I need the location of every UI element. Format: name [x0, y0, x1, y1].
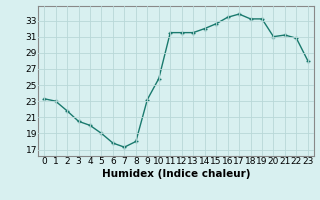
X-axis label: Humidex (Indice chaleur): Humidex (Indice chaleur)	[102, 169, 250, 179]
